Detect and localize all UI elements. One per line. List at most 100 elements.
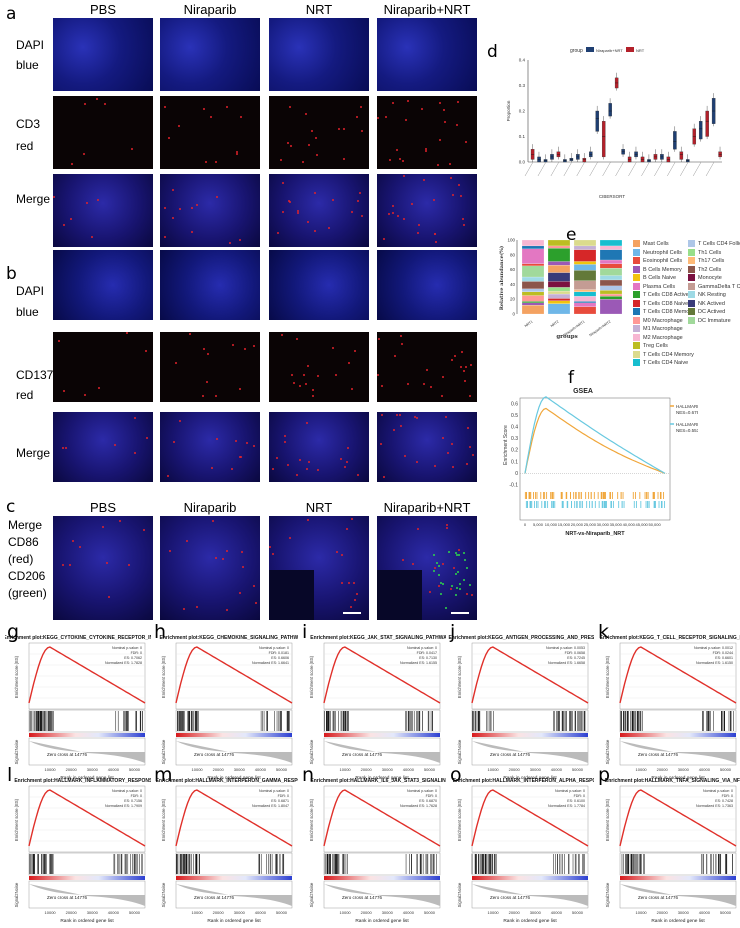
- cell-signal: [191, 231, 193, 233]
- panel-label-a: a: [6, 4, 17, 24]
- chart-title: GSEA: [573, 388, 593, 395]
- cell-signal: [425, 148, 427, 150]
- row-label: Merge: [8, 518, 43, 532]
- row-label: (green): [8, 586, 47, 600]
- legend-label: T Cells CD8 Naive: [643, 300, 689, 307]
- stats-text: ES: 0.6870: [419, 799, 437, 803]
- zero-cross-label: Zero cross at 14776: [47, 895, 88, 900]
- micrograph-panel: [269, 250, 369, 320]
- x-tick-label: 10000: [340, 767, 352, 772]
- cell-signal: [164, 207, 166, 209]
- cell-signal: [407, 100, 409, 102]
- cell-signal-green: [466, 567, 468, 569]
- x-tick-label: 10000: [192, 910, 204, 915]
- bar-segment: [521, 248, 545, 264]
- cell-signal: [277, 232, 279, 234]
- micrograph-panel: [160, 250, 260, 320]
- legend-label: T Cells CD4 Memory: [643, 351, 694, 358]
- x-axis-label: groups: [556, 334, 577, 340]
- cell-signal: [388, 213, 390, 215]
- legend-label: GammaDelta T Cells: [698, 283, 740, 290]
- cell-signal: [269, 546, 271, 548]
- x-tick-label: [654, 161, 663, 177]
- x-tick-label: [563, 161, 573, 177]
- cell-signal: [454, 355, 456, 357]
- cell-signal: [430, 386, 432, 388]
- cell-signal: [216, 438, 218, 440]
- running-es-curve: [28, 646, 146, 704]
- group-title: PBS: [89, 2, 116, 17]
- cell-signal: [299, 385, 301, 387]
- cell-signal: [401, 343, 403, 345]
- cell-signal: [359, 192, 361, 194]
- cell-signal: [460, 195, 462, 197]
- cell-signal: [399, 158, 401, 160]
- x-tick-label: [628, 161, 637, 177]
- x-tick-label: 15,000: [558, 522, 571, 527]
- x-tick-label: 40000: [403, 910, 415, 915]
- legend-item: M2 Macrophage: [633, 333, 694, 343]
- cell-signal: [314, 192, 316, 194]
- legend-swatch: [626, 47, 634, 52]
- cell-signal: [226, 550, 228, 552]
- legend-item: Plasma Cells: [633, 282, 694, 292]
- row-label: blue: [16, 58, 39, 72]
- legend-item: Th1 Cells: [688, 248, 740, 258]
- cell-signal: [206, 381, 208, 383]
- y-tick-label: -0.1: [509, 483, 518, 489]
- legend-swatch: [688, 308, 695, 316]
- x-axis-label: Rank in ordered gene list: [503, 775, 557, 781]
- micrograph-panel: [53, 516, 153, 620]
- x-tick-label: [615, 161, 624, 177]
- cell-signal: [400, 335, 402, 337]
- group-title: NRT: [305, 500, 333, 515]
- cell-signal: [356, 593, 358, 595]
- cell-signal: [442, 376, 444, 378]
- stats-text: FDR: 0.0658: [565, 651, 585, 655]
- x-axis-label: CIBERSORT: [599, 194, 625, 199]
- x-tick-label: 40000: [699, 910, 711, 915]
- x-tick-label: [576, 161, 585, 177]
- cell-signal: [412, 563, 414, 565]
- cell-signal: [357, 200, 359, 202]
- legend-item: B Cells Memory: [633, 265, 694, 275]
- cell-signal: [450, 177, 452, 179]
- cell-signal: [203, 108, 205, 110]
- stats-text: Normalized ES: 1.8047: [252, 804, 289, 808]
- cell-signal: [215, 161, 217, 163]
- cell-signal: [344, 466, 346, 468]
- stats-text: Normalized ES: 1.7784: [548, 804, 585, 808]
- x-tick-label: [667, 161, 676, 177]
- bar-segment: [573, 280, 597, 290]
- cell-signal: [445, 416, 447, 418]
- cell-signal-green: [456, 554, 458, 556]
- cell-signal-green: [455, 594, 457, 596]
- legend-swatch: [633, 240, 640, 248]
- cell-signal: [377, 374, 379, 376]
- legend-swatch: [633, 299, 640, 307]
- cell-signal: [403, 175, 405, 177]
- x-tick-label: 20000: [361, 910, 373, 915]
- micrograph-panel: [53, 18, 153, 91]
- x-tick-label: [589, 161, 598, 177]
- gsea-enrichment-plot: Enrichment plot:HALLMARK_TNFA_SIGNALING_…: [605, 778, 740, 924]
- stats-text: FDR: 0: [278, 794, 289, 798]
- running-es-curve: [471, 789, 589, 847]
- legend-label: Monocyte: [698, 275, 722, 281]
- plot-title: Enrichment plot:KEGG_T_CELL_RECEPTOR_SIG…: [600, 635, 740, 641]
- x-tick-label: 30000: [234, 767, 246, 772]
- stats-text: ES: 0.7062: [124, 656, 142, 660]
- cell-signal: [284, 441, 286, 443]
- y-axis-label: Signal2Noise: [457, 739, 462, 764]
- legend-swatch: [688, 291, 695, 299]
- cell-signal: [433, 199, 435, 201]
- cell-signal: [164, 236, 166, 238]
- stats-text: Normalized ES: 1.7363: [696, 804, 733, 808]
- x-axis-label: Rank in ordered gene list: [60, 775, 114, 781]
- cell-signal: [421, 108, 423, 110]
- cell-signal: [229, 242, 231, 244]
- stats-text: Normalized ES: 1.7828: [105, 661, 142, 665]
- stats-text: FDR: 0: [131, 651, 142, 655]
- cell-signal: [405, 119, 407, 121]
- cell-signal: [312, 395, 314, 397]
